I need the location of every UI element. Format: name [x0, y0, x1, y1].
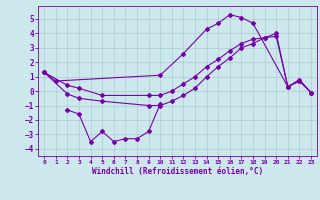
X-axis label: Windchill (Refroidissement éolien,°C): Windchill (Refroidissement éolien,°C) [92, 167, 263, 176]
